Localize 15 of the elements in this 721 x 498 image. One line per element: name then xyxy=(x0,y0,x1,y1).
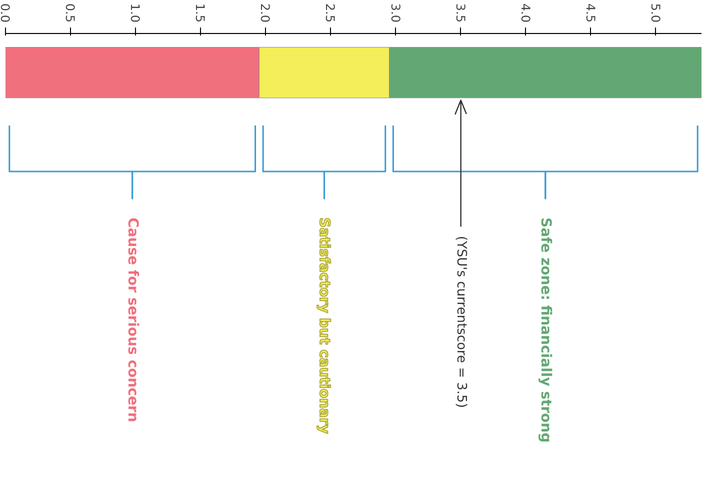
text: Cause for serious concern xyxy=(124,218,140,422)
x-tick-label: 2.5 xyxy=(323,3,338,23)
text: Safe zone: financially strong xyxy=(537,218,554,443)
x-tick-label: 0.0 xyxy=(0,3,12,23)
x-tick-label: 4.0 xyxy=(518,3,532,23)
x-tick-label: 1.5 xyxy=(193,3,208,23)
ref-line-label: (YSU's currentscore = 3.5) xyxy=(453,236,468,408)
text: Satisfactory but cautionary xyxy=(316,218,332,434)
x-tick-label: 1.0 xyxy=(128,3,142,23)
x-tick-label: 0.5 xyxy=(63,3,78,23)
x-tick-label: 5.0 xyxy=(648,3,662,23)
x-tick-label: 4.5 xyxy=(583,3,598,23)
x-tick-label: 3.5 xyxy=(453,3,468,23)
x-tick-label: 3.0 xyxy=(388,3,402,23)
x-tick-label: 2.0 xyxy=(258,3,272,23)
